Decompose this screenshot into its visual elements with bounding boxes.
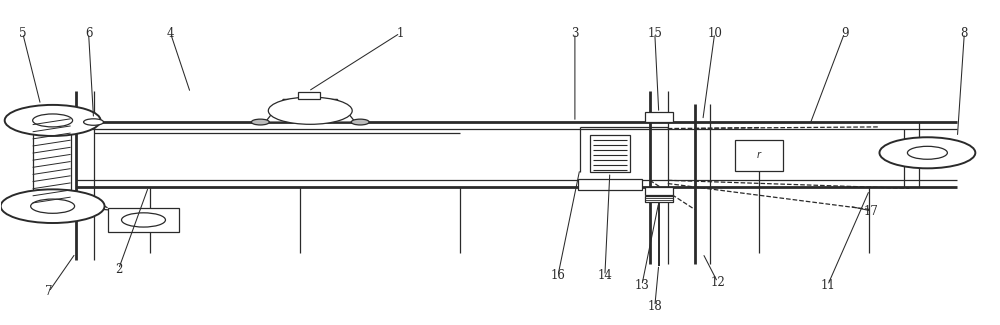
Text: 9: 9 — [841, 27, 848, 40]
Text: 13: 13 — [634, 279, 649, 292]
Text: 4: 4 — [167, 27, 174, 40]
Text: 16: 16 — [550, 269, 565, 282]
Bar — [578, 179, 642, 190]
Text: 2: 2 — [115, 263, 122, 276]
Text: 18: 18 — [647, 300, 662, 313]
Text: 15: 15 — [647, 27, 662, 40]
Text: 10: 10 — [707, 27, 722, 40]
Text: 8: 8 — [961, 27, 968, 40]
Text: r: r — [757, 150, 761, 160]
Bar — [645, 196, 673, 202]
Circle shape — [268, 97, 352, 124]
Circle shape — [84, 119, 104, 125]
Bar — [645, 112, 673, 122]
Text: 7: 7 — [45, 285, 52, 298]
Text: 14: 14 — [597, 269, 612, 282]
Text: 12: 12 — [710, 276, 725, 289]
Text: 17: 17 — [864, 204, 879, 217]
Bar — [590, 135, 630, 172]
Bar — [298, 92, 320, 99]
Text: 11: 11 — [820, 279, 835, 292]
Text: 1: 1 — [396, 27, 404, 40]
Circle shape — [122, 213, 165, 227]
Bar — [645, 187, 673, 195]
Bar — [33, 121, 71, 206]
Polygon shape — [265, 99, 355, 122]
Text: 3: 3 — [571, 27, 579, 40]
Bar — [735, 140, 783, 171]
Circle shape — [251, 119, 269, 125]
Circle shape — [1, 189, 105, 223]
Circle shape — [879, 137, 975, 168]
Circle shape — [351, 119, 369, 125]
Text: 5: 5 — [19, 27, 26, 40]
Bar — [108, 208, 179, 232]
Circle shape — [5, 105, 101, 136]
Text: 6: 6 — [85, 27, 92, 40]
Circle shape — [33, 114, 73, 127]
Circle shape — [907, 146, 947, 159]
Circle shape — [31, 199, 75, 213]
